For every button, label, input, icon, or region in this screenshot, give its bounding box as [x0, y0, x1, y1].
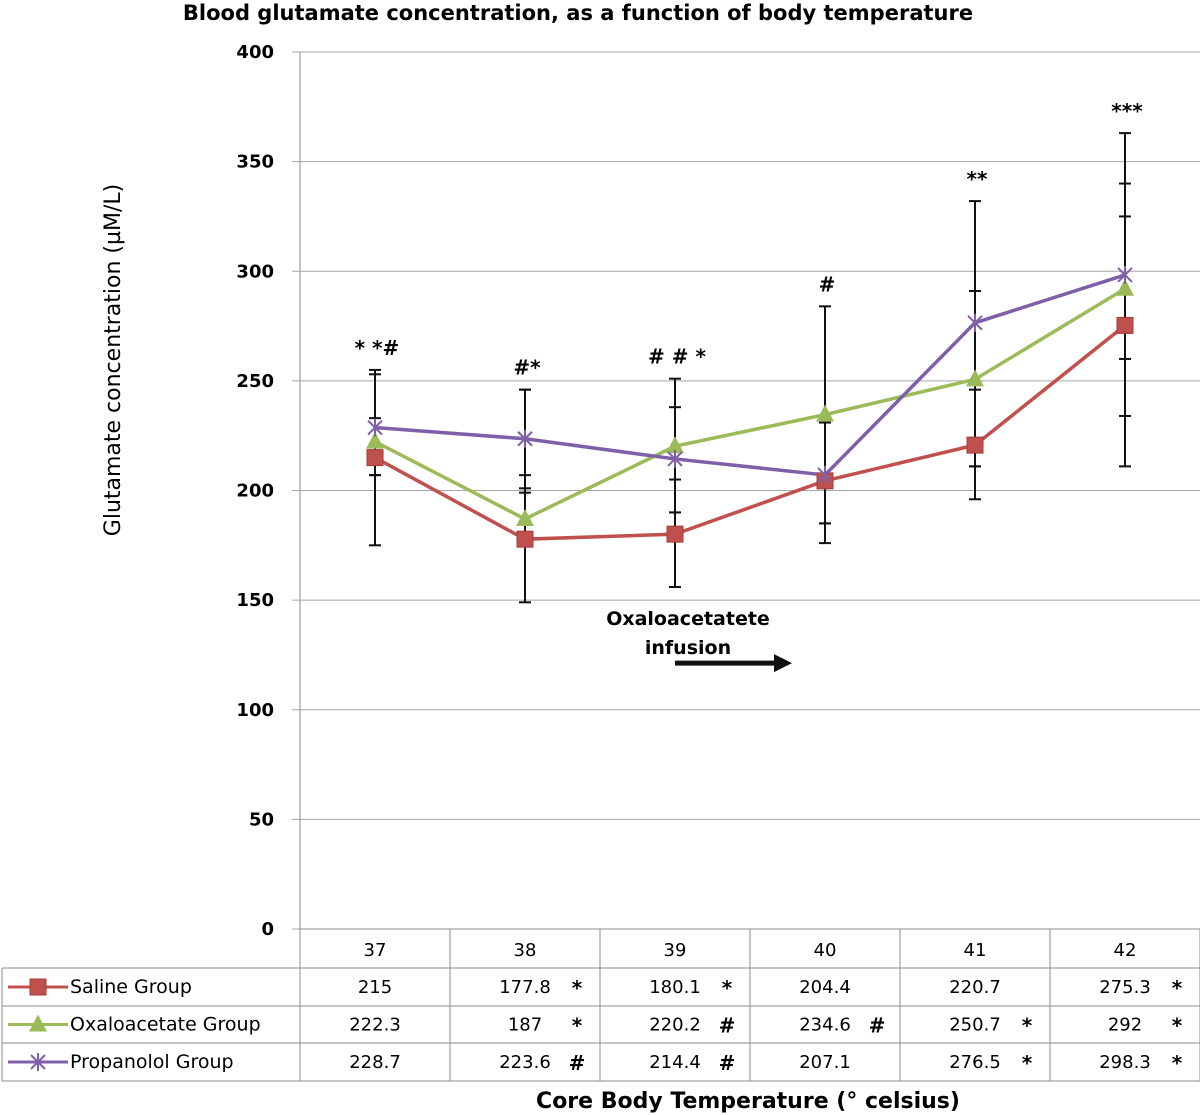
y-tick-labels: 0 50 100 150 200 250 300 350 400 — [236, 42, 274, 940]
table-cell: 228.7 — [349, 1052, 401, 1073]
data-point — [1117, 265, 1133, 284]
table-cell: 275.3 — [1099, 977, 1151, 998]
table-significance-mark: # — [719, 1051, 736, 1075]
infusion-label-line1: Oxaloacetatete — [606, 608, 770, 630]
x-axis-label: Core Body Temperature (° celsius) — [536, 1089, 960, 1114]
table-significance-mark: * — [1022, 1051, 1033, 1075]
y-tick-label: 400 — [236, 42, 274, 63]
data-point — [817, 465, 833, 484]
data-point — [1116, 316, 1134, 334]
table-cell: 215 — [358, 977, 392, 998]
table-significance-mark: * — [1172, 1014, 1183, 1038]
x-tick-label: 42 — [1114, 940, 1137, 961]
y-gridlines — [292, 51, 1200, 930]
x-tick-label: 37 — [364, 940, 387, 961]
table-cell: 187 — [508, 1015, 542, 1036]
legend-key-marker — [29, 1014, 47, 1032]
data-point — [666, 436, 684, 454]
table-significance-mark: * — [1172, 1051, 1183, 1075]
data-point — [366, 431, 384, 449]
table-cell: 177.8 — [499, 977, 551, 998]
y-tick-label: 0 — [261, 919, 274, 940]
significance-label: # # * — [648, 345, 706, 369]
table-cell: 250.7 — [949, 1015, 1001, 1036]
table-cell: 222.3 — [349, 1015, 401, 1036]
data-point — [667, 449, 683, 468]
table-significance-mark: * — [572, 976, 583, 1000]
data-point — [516, 509, 534, 527]
infusion-arrow-head — [774, 654, 792, 673]
infusion-annotation: Oxaloacetatete infusion — [606, 608, 792, 673]
y-tick-label: 300 — [236, 261, 274, 282]
y-tick-label: 50 — [249, 809, 274, 830]
significance-label: *** — [1111, 99, 1143, 123]
data-table: 37 38 39 40 41 42 Saline Group 215 177.8 * 180.1 * 2… — [1, 928, 1200, 1082]
infusion-label-line2: infusion — [645, 637, 731, 659]
data-point — [966, 369, 984, 387]
table-significance-mark: * — [1022, 1014, 1033, 1038]
table-significance-mark: # — [869, 1014, 886, 1038]
table-cell: 234.6 — [799, 1015, 851, 1036]
significance-label: #* — [513, 356, 541, 380]
chart-title: Blood glutamate concentration, as a func… — [183, 1, 973, 25]
x-tick-label: 40 — [814, 940, 837, 961]
significance-label: * *# — [355, 336, 400, 360]
table-cell: 220.7 — [949, 977, 1001, 998]
table-cell: 276.5 — [949, 1052, 1001, 1073]
table-significance-mark: * — [1172, 976, 1183, 1000]
table-cell: 214.4 — [649, 1052, 701, 1073]
significance-label: # — [819, 272, 836, 296]
y-tick-label: 150 — [236, 590, 274, 611]
table-cell: 220.2 — [649, 1015, 701, 1036]
y-tick-label: 200 — [236, 481, 274, 502]
data-point — [366, 449, 384, 467]
data-point — [966, 436, 984, 454]
y-tick-label: 350 — [236, 152, 274, 173]
y-tick-label: 250 — [236, 371, 274, 392]
table-cell: 223.6 — [499, 1052, 551, 1073]
legend-key-marker — [29, 978, 47, 996]
table-cell: 180.1 — [649, 977, 701, 998]
series-lines — [374, 273, 1127, 541]
significance-labels: * *##* # # *#***** — [355, 99, 1144, 380]
table-significance-mark: # — [569, 1051, 586, 1075]
series-line — [374, 324, 1127, 541]
series-markers — [366, 265, 1134, 548]
y-axis-label: Glutamate concentration (µM/L) — [101, 184, 126, 536]
table-cell: 204.4 — [799, 977, 851, 998]
x-tick-label: 41 — [964, 940, 987, 961]
table-cell: 298.3 — [1099, 1052, 1151, 1073]
data-point — [816, 404, 834, 422]
legend-label: Propanolol Group — [70, 1051, 234, 1073]
table-cell: 292 — [1108, 1015, 1142, 1036]
data-point — [1116, 278, 1134, 296]
x-tick-label: 38 — [514, 940, 537, 961]
table-significance-mark: * — [722, 976, 733, 1000]
data-point — [517, 429, 533, 448]
significance-label: ** — [967, 167, 988, 191]
data-point — [967, 313, 983, 332]
data-point — [666, 525, 684, 543]
error-bars — [369, 132, 1131, 604]
series-line — [374, 287, 1126, 521]
table-significance-mark: # — [719, 1014, 736, 1038]
data-point — [367, 418, 383, 437]
legend-label: Oxaloacetate Group — [70, 1014, 261, 1036]
legend-label: Saline Group — [70, 976, 192, 998]
y-tick-label: 100 — [236, 700, 274, 721]
legend-key-marker — [30, 1053, 46, 1071]
series-line — [374, 273, 1126, 477]
x-tick-label: 39 — [664, 940, 687, 961]
table-cell: 207.1 — [799, 1052, 851, 1073]
data-point — [516, 530, 534, 548]
table-significance-mark: * — [572, 1014, 583, 1038]
